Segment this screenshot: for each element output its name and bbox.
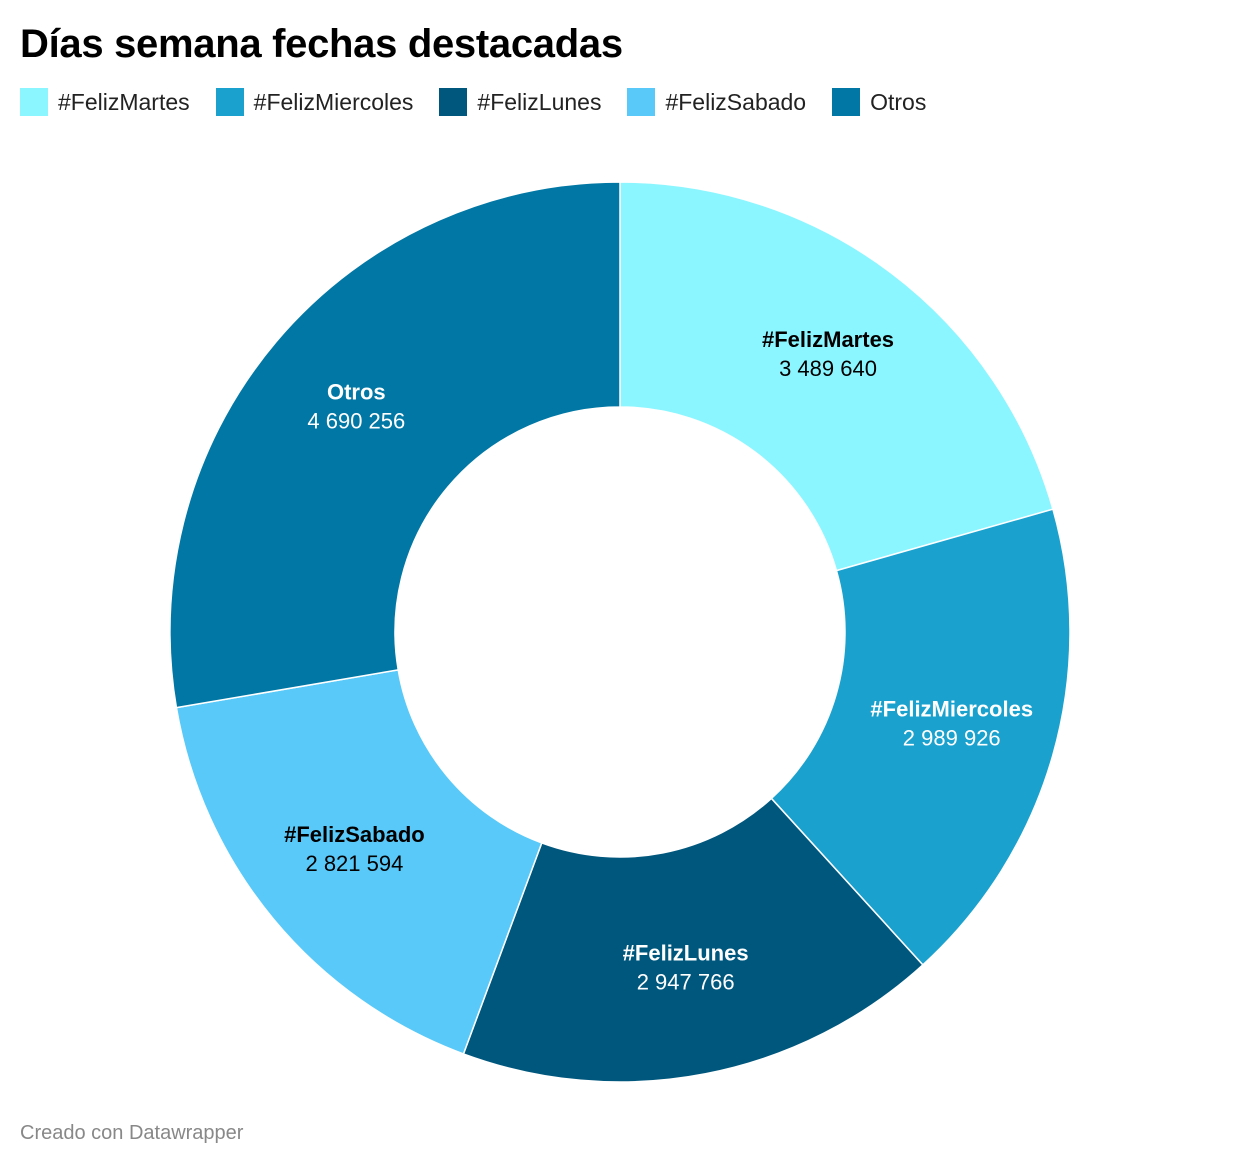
slice-felizmartes — [619, 181, 1054, 572]
legend-swatch — [627, 88, 656, 116]
slice-label-felizmartes: #FelizMartes — [762, 327, 894, 352]
legend-item-felizsabado: #FelizSabado — [627, 88, 806, 116]
slice-label-felizlunes: #FelizLunes — [623, 941, 749, 966]
legend-label: #FelizMartes — [58, 88, 190, 115]
legend-item-felizmartes: #FelizMartes — [20, 88, 190, 116]
legend-item-felizlunes: #FelizLunes — [439, 88, 601, 116]
legend-item-felizmiercoles: #FelizMiercoles — [215, 88, 414, 116]
legend-label: #FelizSabado — [665, 88, 807, 115]
chart-title: Días semana fechas destacadas — [20, 22, 623, 66]
legend-label: #FelizLunes — [477, 88, 602, 115]
legend-swatch — [832, 88, 861, 116]
slice-label-felizmiercoles: #FelizMiercoles — [870, 697, 1033, 722]
slice-value-felizmartes: 3 489 640 — [779, 356, 877, 381]
legend-swatch — [215, 88, 244, 116]
legend-item-otros: Otros — [832, 88, 926, 116]
slice-otros — [169, 181, 621, 709]
slice-felizmiercoles — [770, 508, 1071, 966]
legend-swatch — [439, 88, 468, 116]
legend-swatch — [20, 88, 48, 116]
slice-felizsabado — [175, 668, 543, 1055]
slice-label-otros: Otros — [327, 380, 386, 405]
slice-value-felizlunes: 2 947 766 — [637, 970, 735, 995]
slice-label-felizsabado: #FelizSabado — [284, 822, 425, 847]
slice-value-otros: 4 690 256 — [307, 409, 405, 434]
slice-felizlunes — [462, 797, 924, 1083]
footer-credit: Creado con Datawrapper — [20, 1122, 244, 1144]
legend-label: #FelizMiercoles — [253, 88, 414, 115]
slice-value-felizmiercoles: 2 989 926 — [903, 726, 1001, 751]
slice-value-felizsabado: 2 821 594 — [305, 851, 403, 876]
legend: #FelizMartes #FelizMiercoles #FelizLunes… — [20, 88, 926, 116]
legend-label: Otros — [870, 88, 927, 115]
